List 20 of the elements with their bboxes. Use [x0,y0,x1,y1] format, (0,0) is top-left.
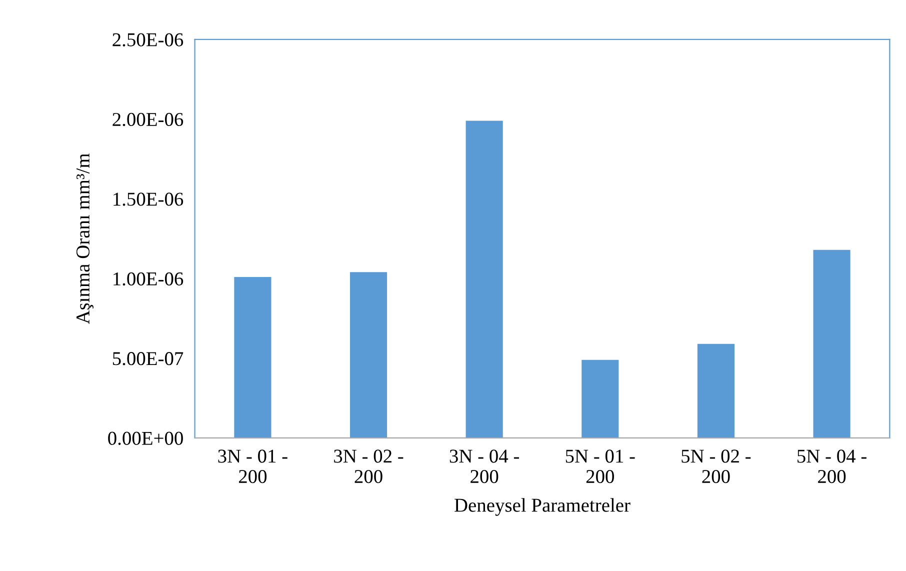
y-tick-label: 2.00E-06 [112,112,184,126]
bar [466,120,503,438]
bar [813,250,850,438]
y-tick-label: 1.00E-06 [114,272,184,286]
bar [697,344,734,438]
x-tick-label: 5N - 01 - 200 [566,450,635,484]
y-tick-label: 2.50E-06 [112,33,184,46]
bar [350,272,388,438]
y-tick-label: 5.00E-07 [112,352,184,366]
bar [234,276,272,438]
x-tick-label: 5N - 04 - 200 [798,450,866,484]
x-tick-label: 5N - 02 - 200 [682,450,751,484]
y-axis-title: Aşınma Oranı mm³/m [76,153,94,324]
x-tick-label: 3N - 01 - 200 [218,450,288,484]
bar [582,360,619,438]
x-tick-label: 3N - 02 - 200 [334,450,404,484]
x-tick-label: 3N - 04 - 200 [450,450,519,484]
y-tick-label: 0.00E+00 [108,432,183,445]
x-axis-title: Deneysel Parametreler [454,498,630,516]
y-tick-label: 1.50E-06 [114,192,184,206]
